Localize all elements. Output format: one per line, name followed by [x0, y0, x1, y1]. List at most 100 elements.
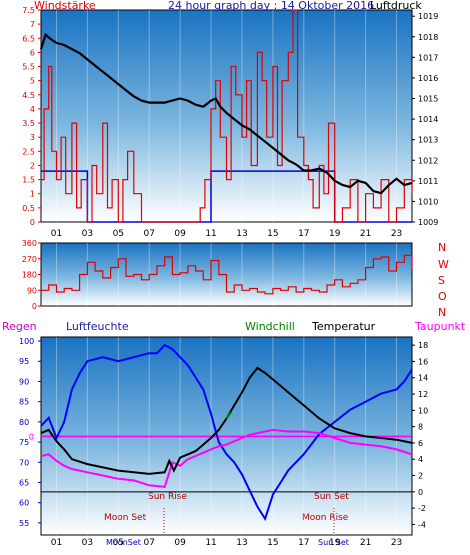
p1-x-tick-label: 17	[298, 229, 309, 239]
legend-windchill: Windchill	[245, 320, 295, 333]
p1-y-left-tick-label: 1	[30, 190, 35, 199]
p3-x-tick-label: 11	[205, 538, 216, 548]
p3-y-right-tick-label: 14	[418, 374, 428, 383]
p1-y-right-tick-label: 1016	[418, 74, 438, 83]
pressure-axis-title: Luftdruck	[370, 0, 422, 12]
annotation-sun-rise: Sun Rise	[148, 492, 187, 502]
p1-y-right-tick-label: 1017	[418, 53, 438, 62]
p1-x-tick-label: 03	[82, 229, 93, 239]
wind-series-line	[41, 9, 413, 223]
p3-y-left-tick-label: 85	[19, 398, 29, 407]
legend-regen: Regen	[2, 320, 37, 333]
compass-label-n-bottom: N	[438, 306, 446, 319]
p1-y-right-tick-label: 1019	[418, 12, 438, 21]
p1-y-left-tick-label: 5.5	[22, 63, 35, 72]
wind-direction-series-line	[41, 254, 413, 295]
p1-y-right-tick-label: 1011	[418, 177, 438, 186]
p1-y-left-tick-label: 2	[30, 161, 35, 170]
p1-y-right-tick-label: 1015	[418, 95, 438, 104]
p2-y-tick-label: 360	[22, 239, 37, 248]
p1-y-left-tick-label: 7	[30, 20, 35, 29]
dewpoint-series-line	[40, 428, 413, 488]
p1-y-left-tick-label: 0	[30, 218, 35, 227]
p3-y-left-tick-label: 70	[19, 458, 29, 467]
p1-y-left-tick-label: 3.5	[22, 119, 35, 128]
p1-y-left-tick-label: 6	[30, 48, 35, 57]
rain-zero-label: 0	[29, 432, 34, 441]
legend-temperatur: Temperatur	[311, 320, 376, 333]
p3-x-tick-label: 17	[298, 538, 309, 548]
p1-x-tick-label: 01	[51, 229, 62, 239]
p1-y-left-tick-label: 2.5	[22, 147, 35, 156]
pressure-series-line	[39, 32, 413, 195]
p3-y-left-tick-label: 95	[19, 357, 29, 366]
p1-y-right-tick-label: 1009	[418, 218, 438, 227]
p3-y-right-tick-label: 16	[418, 357, 428, 366]
annotation-moon-rise: Moon Rise	[302, 513, 349, 523]
compass-label-o: O	[438, 290, 447, 303]
chart-title: 24 hour graph day : 14 Oktober 2016	[168, 0, 374, 12]
p1-y-right-tick-label: 1014	[418, 115, 438, 124]
p1-x-tick-label: 09	[174, 229, 186, 239]
p1-y-left-tick-label: 1.5	[22, 176, 35, 185]
p1-y-left-tick-label: 4.5	[22, 91, 35, 100]
annotation-sun-set: Sun Set	[314, 492, 349, 502]
p3-y-right-tick-label: 18	[418, 341, 428, 350]
windchill-series-line	[225, 411, 232, 420]
p1-x-tick-label: 23	[391, 229, 402, 239]
p3-x-tick-label: 07	[143, 538, 154, 548]
annotation-moon-set: Moon Set	[104, 513, 147, 523]
p1-y-left-tick-label: 6.5	[22, 34, 35, 43]
temperature-series-line	[40, 366, 413, 475]
p1-x-tick-label: 07	[143, 229, 154, 239]
p3-y-left-tick-label: 55	[19, 519, 29, 528]
p1-y-right-tick-label: 1012	[418, 156, 438, 165]
p3-x-tick-label: 05	[113, 538, 124, 548]
p3-x-tick-label: 03	[82, 538, 93, 548]
p1-x-tick-label: 21	[360, 229, 371, 239]
legend-taupunkt: Taupunkt	[414, 320, 466, 333]
legend-luftfeuchte: Luftfeuchte	[66, 320, 129, 333]
p1-y-left-tick-label: 3	[30, 133, 35, 142]
axis-annotation-sunset: Sun Set	[318, 538, 349, 547]
p1-y-left-tick-label: 4	[30, 105, 35, 114]
p3-x-tick-label: 19	[329, 538, 341, 548]
p3-y-left-tick-label: 65	[19, 478, 29, 487]
p1-x-tick-label: 05	[113, 229, 124, 239]
p3-y-right-tick-label: 6	[418, 439, 423, 448]
p3-y-right-tick-label: 8	[418, 423, 423, 432]
p3-x-tick-label: 15	[267, 538, 278, 548]
p1-x-tick-label: 11	[205, 229, 216, 239]
wind-axis-title: Windstärke	[34, 0, 96, 12]
p3-y-right-tick-label: 12	[418, 390, 428, 399]
p3-y-right-tick-label: 4	[418, 455, 423, 464]
p2-y-tick-label: 180	[22, 271, 37, 280]
p3-y-left-tick-label: 80	[19, 418, 29, 427]
p3-x-tick-label: 09	[174, 538, 186, 548]
compass-label-w: W	[438, 258, 449, 271]
axis-annotation-moonset: MoonSet	[106, 538, 141, 547]
humidity-series-line	[40, 343, 413, 522]
p1-y-left-tick-label: 0.5	[22, 204, 35, 213]
p3-y-left-tick-label: 75	[19, 438, 29, 447]
p1-x-tick-label: 15	[267, 229, 278, 239]
p3-x-tick-label: 01	[51, 538, 62, 548]
p3-y-left-tick-label: 100	[19, 337, 34, 346]
p3-y-left-tick-label: 60	[19, 499, 29, 508]
p3-y-right-tick-label: 2	[418, 472, 423, 481]
p1-y-right-tick-label: 1010	[418, 197, 438, 206]
p1-x-tick-label: 13	[236, 229, 247, 239]
p3-x-tick-label: 23	[391, 538, 402, 548]
p3-y-left-tick-label: 90	[19, 377, 29, 386]
p3-x-tick-label: 21	[360, 538, 371, 548]
p1-x-tick-label: 19	[329, 229, 341, 239]
p2-y-tick-label: 90	[27, 286, 37, 295]
p3-y-right-tick-label: 10	[418, 406, 428, 415]
p3-y-right-tick-label: -4	[418, 520, 426, 529]
p1-y-left-tick-label: 5	[30, 77, 35, 86]
p3-x-tick-label: 13	[236, 538, 247, 548]
p3-y-right-tick-label: 0	[418, 488, 423, 497]
p1-y-right-tick-label: 1013	[418, 136, 438, 145]
